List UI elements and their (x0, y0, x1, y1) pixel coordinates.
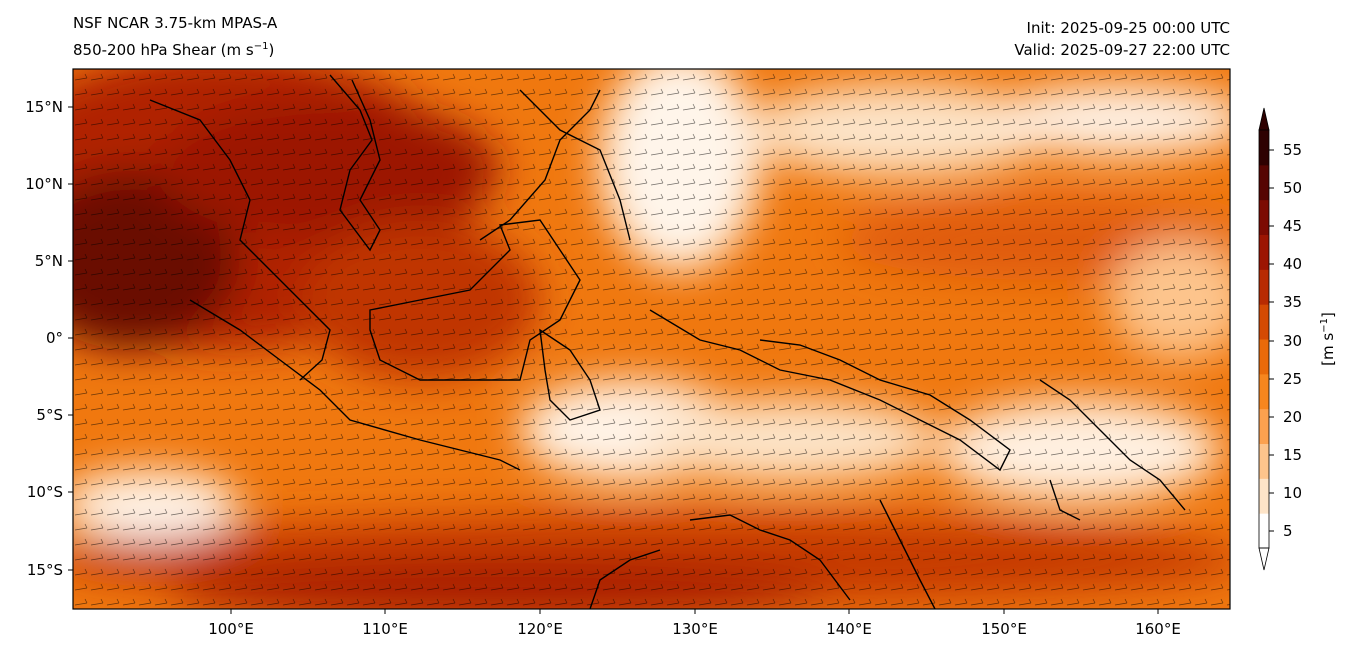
colorbar-tick-label: 5 (1283, 522, 1293, 540)
colorbar-segment (1259, 373, 1269, 410)
colorbar-tick-label: 50 (1283, 179, 1302, 197)
colorbar-segment (1259, 199, 1269, 235)
colorbar-tick-label: 55 (1283, 141, 1302, 159)
colorbar-segment (1259, 513, 1269, 549)
colorbar-label: [m s−1] (1319, 312, 1337, 366)
shear-field (73, 69, 1230, 609)
colorbar-segment (1259, 304, 1269, 340)
colorbar-tick-label: 25 (1283, 370, 1302, 388)
model-title: NSF NCAR 3.75-km MPAS-A (73, 14, 278, 32)
colorbar-extend-min (1258, 547, 1270, 571)
colorbar-segment (1259, 164, 1269, 201)
lat-tick-label: 0° (46, 329, 63, 347)
colorbar-ticks: 5 10 15 20 25 30 35 40 45 50 55 (1269, 141, 1302, 540)
colorbar: 5 10 15 20 25 30 35 40 45 50 55 [m s−1] (1258, 107, 1337, 571)
colorbar-segment (1259, 478, 1269, 514)
colorbar-label-close: ] (1319, 312, 1337, 318)
valid-time: Valid: 2025-09-27 22:00 UTC (1014, 41, 1230, 59)
colorbar-segment (1259, 339, 1269, 375)
colorbar-label-exponent: −1 (1319, 318, 1330, 333)
field-unit-exponent: −1 (253, 41, 269, 52)
coastlines (149, 74, 1186, 609)
colorbar-segment (1259, 234, 1269, 270)
colorbar-tick-label: 10 (1283, 484, 1302, 502)
colorbar-tick-label: 35 (1283, 293, 1302, 311)
lat-tick-label: 10°S (27, 483, 63, 501)
colorbar-segment (1259, 408, 1269, 444)
lon-tick-label: 140°E (826, 620, 872, 638)
lon-tick-label: 130°E (672, 620, 718, 638)
lat-axis: 15°N 10°N 5°N 0° 5°S 10°S 15°S (25, 98, 73, 579)
colorbar-tick-label: 20 (1283, 408, 1302, 426)
colorbar-segment (1259, 269, 1269, 305)
lat-tick-label: 5°N (35, 252, 63, 270)
lon-tick-label: 110°E (362, 620, 408, 638)
lon-axis: 100°E 110°E 120°E 130°E 140°E 150°E 160°… (208, 609, 1181, 638)
colorbar-segments (1259, 130, 1269, 549)
colorbar-tick-label: 45 (1283, 217, 1302, 235)
lon-tick-label: 160°E (1135, 620, 1181, 638)
colorbar-extend-max (1258, 107, 1270, 131)
map-frame (72, 68, 1231, 610)
lon-tick-label: 100°E (208, 620, 254, 638)
field-title: 850-200 hPa Shear (m s−1) (73, 38, 274, 59)
colorbar-segment (1259, 443, 1269, 479)
lat-tick-label: 15°N (25, 98, 63, 116)
field-title-close: ) (268, 41, 275, 59)
colorbar-frame (1258, 129, 1270, 549)
colorbar-tick-label: 40 (1283, 255, 1302, 273)
lon-tick-label: 120°E (517, 620, 563, 638)
lon-tick-label: 150°E (981, 620, 1027, 638)
colorbar-label-text: [m s (1319, 333, 1337, 366)
colorbar-tick-label: 30 (1283, 332, 1302, 350)
lat-tick-label: 15°S (27, 561, 63, 579)
lat-tick-label: 5°S (36, 406, 63, 424)
lat-tick-label: 10°N (25, 175, 63, 193)
field-title-text: 850-200 hPa Shear (m s (73, 41, 254, 59)
wind-barbs (73, 69, 1230, 609)
colorbar-tick-label: 15 (1283, 446, 1302, 464)
colorbar-segment (1259, 130, 1269, 166)
init-time: Init: 2025-09-25 00:00 UTC (1026, 19, 1230, 37)
